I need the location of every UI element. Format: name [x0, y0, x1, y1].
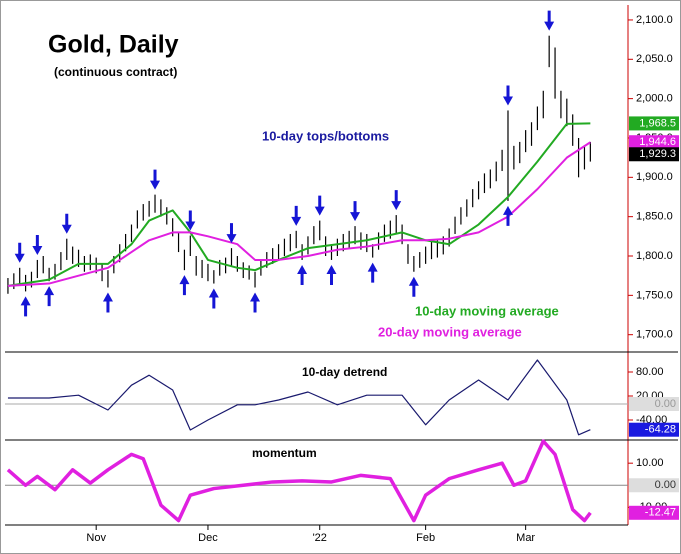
value-badge-label: 1,929.3 [639, 148, 676, 160]
value-badge-label: -64.28 [645, 424, 676, 436]
y-tick-label: 2,000.0 [636, 93, 673, 105]
top-arrow [226, 223, 237, 244]
y-tick-label: 80.00 [636, 366, 664, 378]
top-arrow [150, 169, 161, 190]
momentum-line [6, 439, 592, 523]
value-badge-label: 0.00 [655, 479, 676, 491]
y-tick-label: 2,100.0 [636, 14, 673, 26]
bottom-arrow [326, 264, 337, 285]
x-tick-label: '22 [313, 532, 327, 544]
value-badge-label: 0.00 [655, 398, 676, 410]
chart-title: Gold, Daily [48, 31, 179, 59]
y-tick-label: 1,700.0 [636, 329, 673, 341]
top-arrow [350, 201, 361, 222]
moving-average-line [7, 141, 591, 287]
top-arrow [185, 210, 196, 231]
y-tick-label: 1,800.0 [636, 250, 673, 262]
top-arrow [61, 213, 72, 234]
panel-title: 10-day detrend [302, 365, 387, 379]
value-badge [629, 397, 679, 411]
annotation: 10-day tops/bottoms [262, 128, 389, 143]
bottom-arrow [44, 286, 55, 307]
y-tick-label: 1,900.0 [636, 171, 673, 183]
bottom-arrow [297, 264, 308, 285]
detrend-line [7, 359, 591, 436]
bottom-arrow [367, 262, 378, 283]
y-tick-label: 10.00 [636, 457, 664, 469]
x-tick-label: Nov [86, 532, 106, 544]
y-tick-label: 1,750.0 [636, 289, 673, 301]
top-arrow [14, 242, 25, 263]
bottom-arrow [102, 292, 113, 313]
value-badge [629, 135, 679, 150]
value-badge-label: 1,968.5 [639, 117, 676, 129]
panel-title: momentum [252, 446, 317, 460]
legend-label: 20-day moving average [378, 324, 522, 339]
chart-subtitle: (continuous contract) [54, 65, 177, 79]
top-arrow [314, 195, 325, 216]
value-badge-label: -12.47 [645, 507, 676, 519]
bottom-arrow [208, 288, 219, 309]
bottom-arrow [408, 276, 419, 297]
top-arrow [502, 85, 513, 106]
bottom-arrow [502, 205, 513, 226]
bottom-arrow [179, 275, 190, 296]
top-arrow [544, 10, 555, 31]
value-badge [629, 116, 679, 131]
bottom-arrow [250, 292, 261, 313]
x-tick-label: Feb [416, 532, 435, 544]
y-tick-label: 1,850.0 [636, 211, 673, 223]
value-badge [629, 478, 679, 493]
value-badge [629, 505, 679, 520]
x-tick-label: Dec [198, 532, 218, 544]
legend-label: 10-day moving average [415, 303, 559, 318]
bottom-arrow [20, 296, 31, 317]
value-badge [629, 422, 679, 437]
top-arrow [291, 205, 302, 226]
value-badge [629, 147, 679, 162]
top-arrow [391, 190, 402, 211]
top-arrow [32, 234, 43, 255]
value-badge-label: 1,944.6 [639, 136, 676, 148]
y-tick-label: 2,050.0 [636, 53, 673, 65]
x-tick-label: Mar [516, 532, 535, 544]
